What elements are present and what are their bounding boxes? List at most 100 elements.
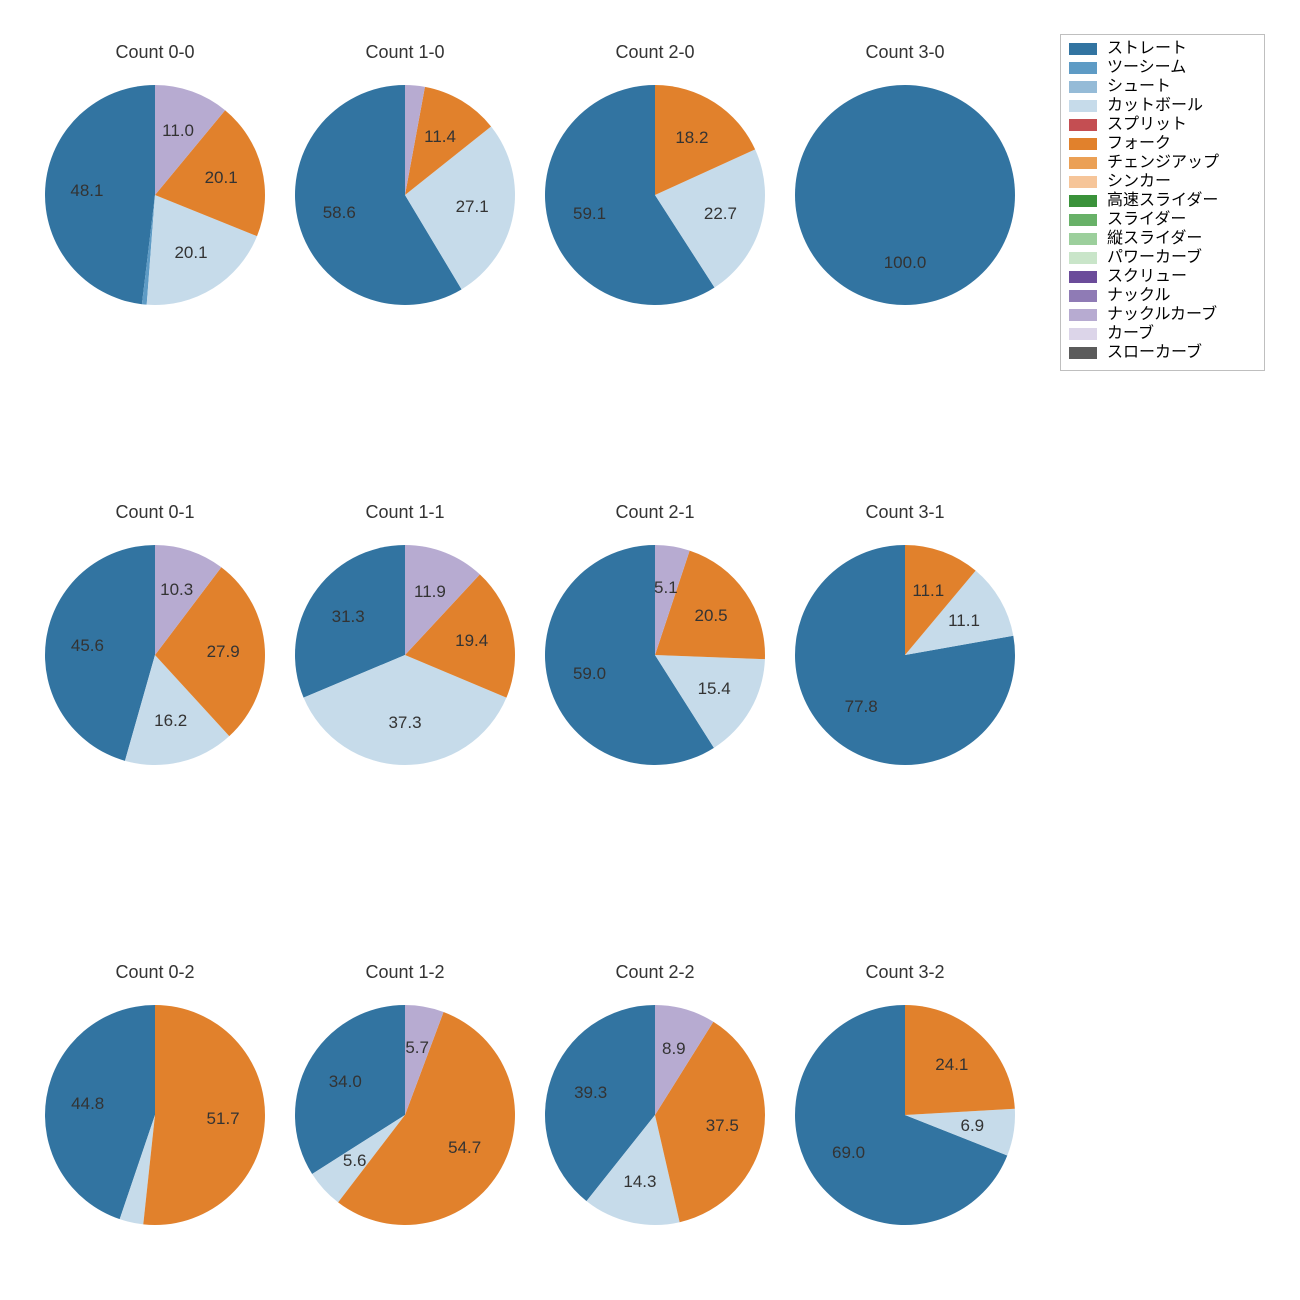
pie-slice-label: 8.9 [662, 1039, 686, 1059]
pie-slice-label: 22.7 [704, 204, 737, 224]
pie-panel: Count 0-244.851.7 [40, 980, 270, 1210]
legend-label: スローカーブ [1107, 345, 1202, 361]
legend-swatch [1069, 119, 1097, 131]
legend-label: スプリット [1107, 117, 1187, 133]
pie-slice-label: 10.3 [160, 580, 193, 600]
pie: 39.314.337.58.9 [540, 1000, 770, 1230]
pie-slice-label: 24.1 [935, 1055, 968, 1075]
pie-svg [790, 80, 1020, 310]
pie-panel: Count 1-058.627.111.4 [290, 60, 520, 290]
legend-label: ナックル [1107, 288, 1171, 304]
pie-slice-label: 34.0 [329, 1072, 362, 1092]
pie-slice-label: 48.1 [70, 181, 103, 201]
panel-title: Count 2-1 [540, 502, 770, 523]
pie-svg [290, 80, 520, 310]
legend-label: 高速スライダー [1107, 193, 1218, 209]
pie-slice-label: 31.3 [332, 607, 365, 627]
pie-slice-label: 27.1 [456, 197, 489, 217]
legend-label: ツーシーム [1107, 60, 1186, 76]
legend-item: ストレート [1069, 41, 1256, 57]
legend-item: ナックル [1069, 288, 1256, 304]
panel-title: Count 1-0 [290, 42, 520, 63]
legend-swatch [1069, 176, 1097, 188]
pie-panel: Count 3-269.06.924.1 [790, 980, 1020, 1210]
pie-panel: Count 1-131.337.319.411.9 [290, 520, 520, 750]
pie-slice-label: 58.6 [323, 203, 356, 223]
pie: 59.015.420.55.1 [540, 540, 770, 770]
panel-title: Count 2-0 [540, 42, 770, 63]
pie-svg [540, 540, 770, 770]
legend-label: スライダー [1107, 212, 1186, 228]
legend-swatch [1069, 328, 1097, 340]
legend-label: カットボール [1107, 98, 1203, 114]
panel-title: Count 1-1 [290, 502, 520, 523]
panel-title: Count 3-0 [790, 42, 1020, 63]
legend-label: スクリュー [1107, 269, 1187, 285]
legend-item: カットボール [1069, 98, 1256, 114]
legend-item: チェンジアップ [1069, 155, 1256, 171]
pie-slice-label: 69.0 [832, 1143, 865, 1163]
pie-slice-label: 5.6 [343, 1151, 367, 1171]
pie-slice-label: 20.1 [205, 168, 238, 188]
pie-slice-label: 45.6 [71, 636, 104, 656]
pie-panel: Count 0-145.616.227.910.3 [40, 520, 270, 750]
legend-item: スプリット [1069, 117, 1256, 133]
legend-swatch [1069, 62, 1097, 74]
pie-panel: Count 0-048.120.120.111.0 [40, 60, 270, 290]
pie-panel: Count 3-177.811.111.1 [790, 520, 1020, 750]
legend-swatch [1069, 347, 1097, 359]
legend-swatch [1069, 138, 1097, 150]
legend-swatch [1069, 43, 1097, 55]
pie-slice-label: 16.2 [154, 711, 187, 731]
pie-panel: Count 2-159.015.420.55.1 [540, 520, 770, 750]
legend-item: ナックルカーブ [1069, 307, 1256, 323]
pie-slice-label: 18.2 [675, 128, 708, 148]
pie-slice-label: 100.0 [884, 253, 927, 273]
pie-panel: Count 2-239.314.337.58.9 [540, 980, 770, 1210]
legend-item: 縦スライダー [1069, 231, 1256, 247]
pie-slice-label: 20.1 [174, 243, 207, 263]
pie-slice-label: 6.9 [960, 1116, 984, 1136]
legend-label: チェンジアップ [1107, 155, 1219, 171]
pie-slice-label: 5.1 [654, 578, 678, 598]
pie-svg [790, 1000, 1020, 1230]
legend-swatch [1069, 252, 1097, 264]
chart-canvas: Count 0-048.120.120.111.0Count 1-058.627… [0, 0, 1300, 1300]
pie-slice-label: 19.4 [455, 631, 488, 651]
pie: 34.0 5.6 54.7 5.7 [290, 1000, 520, 1230]
legend-label: 縦スライダー [1107, 231, 1202, 247]
panel-title: Count 0-0 [40, 42, 270, 63]
panel-title: Count 0-1 [40, 502, 270, 523]
pie-panel: Count 1-234.05.654.75.7 [290, 980, 520, 1210]
pie-svg [790, 540, 1020, 770]
pie-slice-label: 59.0 [573, 664, 606, 684]
pie-slice-label: 37.3 [388, 713, 421, 733]
panel-title: Count 1-2 [290, 962, 520, 983]
legend-label: ナックルカーブ [1107, 307, 1217, 323]
pie-panel: Count 2-059.122.718.2 [540, 60, 770, 290]
pie: 59.1 22.7 18.2 [540, 80, 770, 310]
pie: 100.0 [790, 80, 1020, 310]
legend-swatch [1069, 290, 1097, 302]
pie-slice-label: 54.7 [448, 1138, 481, 1158]
pie: 44.851.7 [40, 1000, 270, 1230]
panel-title: Count 2-2 [540, 962, 770, 983]
legend-item: 高速スライダー [1069, 193, 1256, 209]
legend-swatch [1069, 157, 1097, 169]
pie-slice-label: 59.1 [573, 204, 606, 224]
pie-slice-label: 51.7 [207, 1109, 240, 1129]
panel-title: Count 0-2 [40, 962, 270, 983]
pie-slice-label: 14.3 [623, 1172, 656, 1192]
pie-panel: Count 3-0100.0 [790, 60, 1020, 290]
pie: 45.616.227.910.3 [40, 540, 270, 770]
legend-item: カーブ [1069, 326, 1256, 342]
pie: 31.337.319.411.9 [290, 540, 520, 770]
pie-slice-label: 5.7 [405, 1038, 429, 1058]
pie-svg [290, 1000, 520, 1230]
pie-svg [540, 1000, 770, 1230]
legend-item: シンカー [1069, 174, 1256, 190]
pie-svg [540, 80, 770, 310]
legend-swatch [1069, 100, 1097, 112]
pie-slice [143, 1005, 265, 1225]
legend-label: カーブ [1107, 326, 1154, 342]
